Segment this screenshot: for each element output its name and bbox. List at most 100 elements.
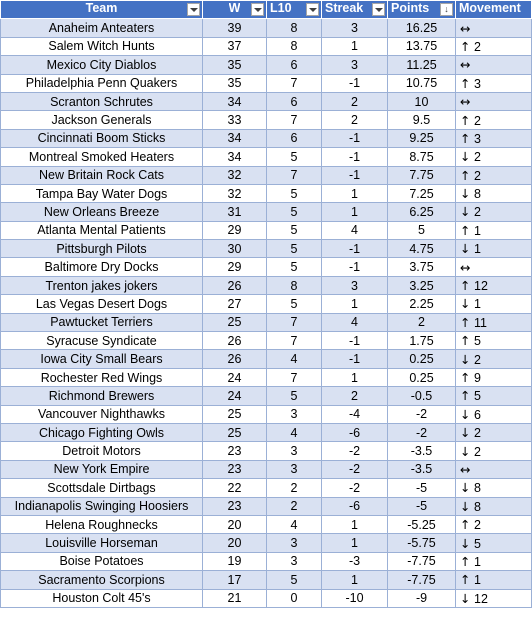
wins-cell[interactable]: 37 (202, 36, 267, 57)
l10-cell[interactable]: 5 (266, 147, 322, 167)
streak-cell[interactable]: -2 (321, 441, 388, 461)
points-cell[interactable]: 3.25 (387, 275, 456, 296)
l10-cell[interactable]: 5 (266, 257, 322, 277)
filter-dropdown-icon[interactable] (372, 3, 385, 16)
movement-cell[interactable]: ↓ 5 (455, 533, 532, 553)
wins-cell[interactable]: 31 (202, 202, 267, 222)
movement-cell[interactable]: ↓ 2 (455, 441, 532, 461)
movement-cell[interactable]: ↑ 2 (455, 514, 532, 535)
sort-descending-icon[interactable]: ↓ (440, 3, 453, 16)
streak-cell[interactable]: -1 (321, 73, 388, 93)
team-cell[interactable]: Baltimore Dry Docks (0, 257, 203, 277)
streak-cell[interactable]: 2 (321, 91, 388, 112)
l10-cell[interactable]: 3 (266, 441, 322, 461)
l10-cell[interactable]: 8 (266, 18, 322, 38)
wins-cell[interactable]: 27 (202, 294, 267, 314)
wins-cell[interactable]: 20 (202, 533, 267, 553)
l10-cell[interactable]: 5 (266, 239, 322, 259)
movement-cell[interactable]: ↑ 3 (455, 128, 532, 149)
team-cell[interactable]: Houston Colt 45's (0, 588, 203, 608)
points-cell[interactable]: -5.75 (387, 533, 456, 553)
team-cell[interactable]: Iowa City Small Bears (0, 349, 203, 369)
team-cell[interactable]: Scranton Schrutes (0, 91, 203, 112)
wins-cell[interactable]: 26 (202, 349, 267, 369)
streak-cell[interactable]: -1 (321, 331, 388, 351)
wins-cell[interactable]: 20 (202, 514, 267, 535)
points-cell[interactable]: 0.25 (387, 349, 456, 369)
points-cell[interactable]: 2 (387, 312, 456, 333)
movement-cell[interactable]: ↓ 2 (455, 147, 532, 167)
l10-cell[interactable]: 4 (266, 422, 322, 443)
streak-cell[interactable]: 1 (321, 202, 388, 222)
points-cell[interactable]: 4.75 (387, 239, 456, 259)
l10-cell[interactable]: 3 (266, 551, 322, 572)
streak-cell[interactable]: -1 (321, 349, 388, 369)
team-cell[interactable]: Philadelphia Penn Quakers (0, 73, 203, 93)
wins-cell[interactable]: 24 (202, 386, 267, 406)
points-cell[interactable]: 6.25 (387, 202, 456, 222)
movement-cell[interactable]: ↑ 1 (455, 570, 532, 590)
points-cell[interactable]: -0.5 (387, 386, 456, 406)
wins-cell[interactable]: 23 (202, 496, 267, 516)
wins-cell[interactable]: 17 (202, 570, 267, 590)
l10-cell[interactable]: 7 (266, 367, 322, 388)
wins-cell[interactable]: 19 (202, 551, 267, 572)
movement-cell[interactable]: ↓ 2 (455, 349, 532, 369)
l10-cell[interactable]: 4 (266, 514, 322, 535)
wins-cell[interactable]: 23 (202, 441, 267, 461)
team-cell[interactable]: Richmond Brewers (0, 386, 203, 406)
streak-cell[interactable]: 3 (321, 18, 388, 38)
wins-cell[interactable]: 21 (202, 588, 267, 608)
filter-dropdown-icon[interactable] (251, 3, 264, 16)
team-cell[interactable]: Trenton jakes jokers (0, 275, 203, 296)
team-cell[interactable]: Atlanta Mental Patients (0, 220, 203, 241)
movement-cell[interactable]: ↔ (455, 18, 532, 38)
streak-cell[interactable]: 2 (321, 110, 388, 130)
points-cell[interactable]: 16.25 (387, 18, 456, 38)
team-cell[interactable]: Rochester Red Wings (0, 367, 203, 388)
points-cell[interactable]: -7.75 (387, 551, 456, 572)
points-cell[interactable]: 3.75 (387, 257, 456, 277)
streak-cell[interactable]: 3 (321, 55, 388, 75)
team-cell[interactable]: Syracuse Syndicate (0, 331, 203, 351)
l10-cell[interactable]: 6 (266, 55, 322, 75)
streak-cell[interactable]: -1 (321, 239, 388, 259)
wins-cell[interactable]: 35 (202, 55, 267, 75)
points-cell[interactable]: 7.25 (387, 183, 456, 204)
l10-cell[interactable]: 2 (266, 478, 322, 498)
l10-cell[interactable]: 7 (266, 331, 322, 351)
points-cell[interactable]: 10 (387, 91, 456, 112)
wins-cell[interactable]: 29 (202, 220, 267, 241)
streak-cell[interactable]: 1 (321, 533, 388, 553)
points-cell[interactable]: -2 (387, 404, 456, 424)
movement-cell[interactable]: ↔ (455, 55, 532, 75)
team-cell[interactable]: Helena Roughnecks (0, 514, 203, 535)
team-cell[interactable]: Chicago Fighting Owls (0, 422, 203, 443)
l10-cell[interactable]: 7 (266, 110, 322, 130)
points-cell[interactable]: 13.75 (387, 36, 456, 57)
wins-cell[interactable]: 34 (202, 91, 267, 112)
streak-cell[interactable]: -1 (321, 128, 388, 149)
movement-cell[interactable]: ↔ (455, 257, 532, 277)
team-cell[interactable]: Vancouver Nighthawks (0, 404, 203, 424)
wins-cell[interactable]: 25 (202, 422, 267, 443)
l10-cell[interactable]: 5 (266, 183, 322, 204)
movement-cell[interactable]: ↑ 12 (455, 275, 532, 296)
movement-cell[interactable]: ↑ 2 (455, 110, 532, 130)
movement-cell[interactable]: ↓ 8 (455, 496, 532, 516)
team-cell[interactable]: Pawtucket Terriers (0, 312, 203, 333)
streak-cell[interactable]: -6 (321, 422, 388, 443)
wins-cell[interactable]: 33 (202, 110, 267, 130)
points-cell[interactable]: 2.25 (387, 294, 456, 314)
team-cell[interactable]: Montreal Smoked Heaters (0, 147, 203, 167)
team-cell[interactable]: Boise Potatoes (0, 551, 203, 572)
team-cell[interactable]: Salem Witch Hunts (0, 36, 203, 57)
streak-cell[interactable]: 1 (321, 367, 388, 388)
l10-cell[interactable]: 4 (266, 349, 322, 369)
wins-cell[interactable]: 39 (202, 18, 267, 38)
streak-cell[interactable]: -6 (321, 496, 388, 516)
points-cell[interactable]: 0.25 (387, 367, 456, 388)
streak-cell[interactable]: 1 (321, 36, 388, 57)
team-cell[interactable]: Scottsdale Dirtbags (0, 478, 203, 498)
movement-cell[interactable]: ↑ 2 (455, 36, 532, 57)
